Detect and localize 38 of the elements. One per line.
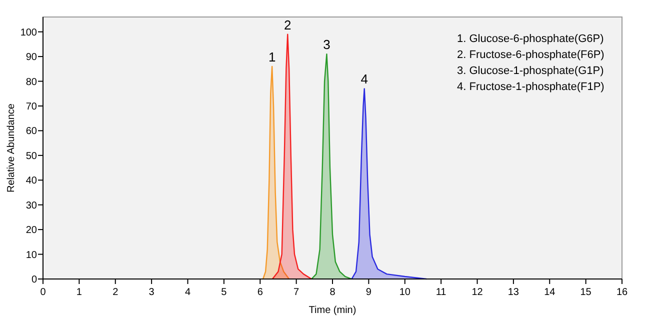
annotation: 4 (360, 72, 368, 87)
x-tick-label: 6 (257, 287, 264, 298)
y-tick-label: 80 (26, 76, 38, 88)
x-tick-label: 15 (580, 287, 592, 298)
x-tick-label: 12 (472, 287, 484, 298)
x-tick-label: 1 (76, 287, 82, 298)
annotation: 3 (323, 37, 330, 52)
x-tick-label: 13 (508, 287, 520, 298)
y-tick-label: 20 (26, 225, 38, 236)
x-tick-label: 0 (40, 287, 46, 298)
y-tick-label: 50 (26, 150, 38, 162)
y-tick-label: 40 (26, 176, 38, 187)
annotation: 1 (268, 49, 276, 64)
annotation: 2. Fructose-6-phosphate(F6P) (457, 49, 604, 61)
annotation: 2 (284, 17, 292, 32)
y-tick-label: 100 (20, 27, 38, 38)
y-tick-label: 30 (26, 200, 38, 212)
x-tick-label: 2 (112, 287, 119, 298)
x-tick-label: 10 (399, 287, 411, 298)
x-tick-label: 3 (148, 287, 155, 298)
y-tick-label: 60 (26, 126, 38, 138)
x-tick-label: 16 (616, 287, 628, 298)
annotation: 1. Glucose-6-phosphate(G6P) (457, 33, 604, 45)
x-tick-label: 7 (294, 287, 300, 298)
y-tick-label: 70 (26, 101, 38, 112)
y-tick-label: 10 (26, 250, 38, 261)
x-tick-label: 11 (436, 287, 447, 298)
y-axis-title: Relative Abundance (6, 103, 17, 192)
x-tick-label: 9 (366, 287, 372, 298)
x-tick-label: 14 (544, 287, 556, 298)
y-tick-label: 0 (31, 274, 38, 286)
annotation: 4. Fructose-1-phosphate(F1P) (457, 81, 604, 93)
x-tick-label: 8 (330, 287, 336, 298)
x-axis-title: Time (min) (308, 305, 356, 316)
y-tick-label: 90 (26, 52, 38, 64)
x-tick-label: 4 (184, 287, 191, 298)
x-tick-label: 5 (221, 287, 228, 298)
annotation: 3. Glucose-1-phosphate(G1P) (457, 65, 604, 77)
